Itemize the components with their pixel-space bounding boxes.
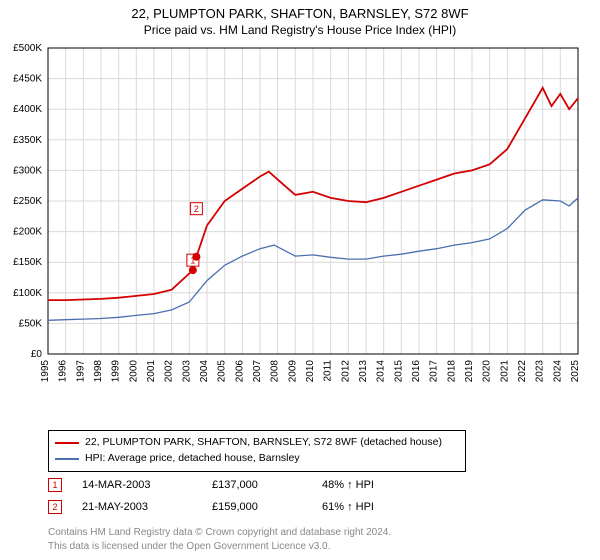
sale-delta: 61% ↑ HPI [322,501,374,513]
x-tick-label: 2014 [376,360,387,383]
legend: 22, PLUMPTON PARK, SHAFTON, BARNSLEY, S7… [48,430,466,472]
y-tick-label: £300K [13,165,42,176]
y-tick-label: £100K [13,288,42,299]
x-tick-label: 2010 [305,360,316,383]
sale-date: 14-MAR-2003 [82,479,192,491]
legend-row: 22, PLUMPTON PARK, SHAFTON, BARNSLEY, S7… [55,435,459,451]
legend-swatch [55,442,79,444]
price-chart: £0£50K£100K£150K£200K£250K£300K£350K£400… [48,48,578,388]
footer-line1: Contains HM Land Registry data © Crown c… [48,526,391,540]
x-tick-label: 2003 [181,360,192,383]
y-tick-label: £400K [13,104,42,115]
x-tick-label: 2012 [340,360,351,383]
sale-price: £137,000 [212,479,302,491]
x-tick-label: 2007 [252,360,263,383]
sale-price: £159,000 [212,501,302,513]
x-tick-label: 2002 [164,360,175,383]
y-tick-label: £50K [19,318,43,329]
x-tick-label: 1996 [58,360,69,383]
x-tick-label: 1998 [93,360,104,383]
x-tick-label: 1995 [40,360,51,383]
x-tick-label: 2022 [517,360,528,383]
y-tick-label: £350K [13,135,42,146]
legend-label: 22, PLUMPTON PARK, SHAFTON, BARNSLEY, S7… [85,435,442,451]
x-tick-label: 2019 [464,360,475,383]
x-tick-label: 2001 [146,360,157,383]
x-tick-label: 2013 [358,360,369,383]
chart-title-block: 22, PLUMPTON PARK, SHAFTON, BARNSLEY, S7… [0,0,600,37]
x-tick-label: 1999 [111,360,122,383]
y-tick-label: £150K [13,257,42,268]
y-tick-label: £250K [13,196,42,207]
x-tick-label: 2016 [411,360,422,383]
x-tick-label: 2017 [429,360,440,383]
x-tick-label: 2020 [482,360,493,383]
y-tick-label: £0 [31,349,43,360]
x-tick-label: 1997 [75,360,86,383]
x-tick-label: 2024 [552,360,563,383]
sale-date: 21-MAY-2003 [82,501,192,513]
x-tick-label: 2006 [234,360,245,383]
chart-title-line2: Price paid vs. HM Land Registry's House … [0,23,600,37]
legend-row: HPI: Average price, detached house, Barn… [55,451,459,467]
chart-title-line1: 22, PLUMPTON PARK, SHAFTON, BARNSLEY, S7… [0,6,600,21]
x-tick-label: 2011 [323,360,334,382]
x-tick-label: 2025 [570,360,581,383]
x-tick-label: 2005 [217,360,228,383]
footer-line2: This data is licensed under the Open Gov… [48,540,391,554]
x-tick-label: 2018 [446,360,457,383]
sale-dot [189,266,197,274]
x-tick-label: 2008 [270,360,281,383]
sale-delta: 48% ↑ HPI [322,479,374,491]
x-tick-label: 2015 [393,360,404,383]
sale-marker-icon: 2 [48,500,62,514]
x-tick-label: 2000 [128,360,139,383]
sale-marker-number: 2 [194,204,199,214]
x-tick-label: 2021 [499,360,510,383]
y-tick-label: £200K [13,227,42,238]
x-tick-label: 2023 [535,360,546,383]
x-tick-label: 2009 [287,360,298,383]
y-tick-label: £500K [13,43,42,54]
y-tick-label: £450K [13,74,42,85]
sale-record: 1 14-MAR-2003 £137,000 48% ↑ HPI [48,478,374,492]
legend-label: HPI: Average price, detached house, Barn… [85,451,300,467]
legend-swatch [55,458,79,460]
sale-dot [192,253,200,261]
sale-marker-icon: 1 [48,478,62,492]
x-tick-label: 2004 [199,360,210,383]
sale-record: 2 21-MAY-2003 £159,000 61% ↑ HPI [48,500,374,514]
footer-attribution: Contains HM Land Registry data © Crown c… [48,526,391,553]
